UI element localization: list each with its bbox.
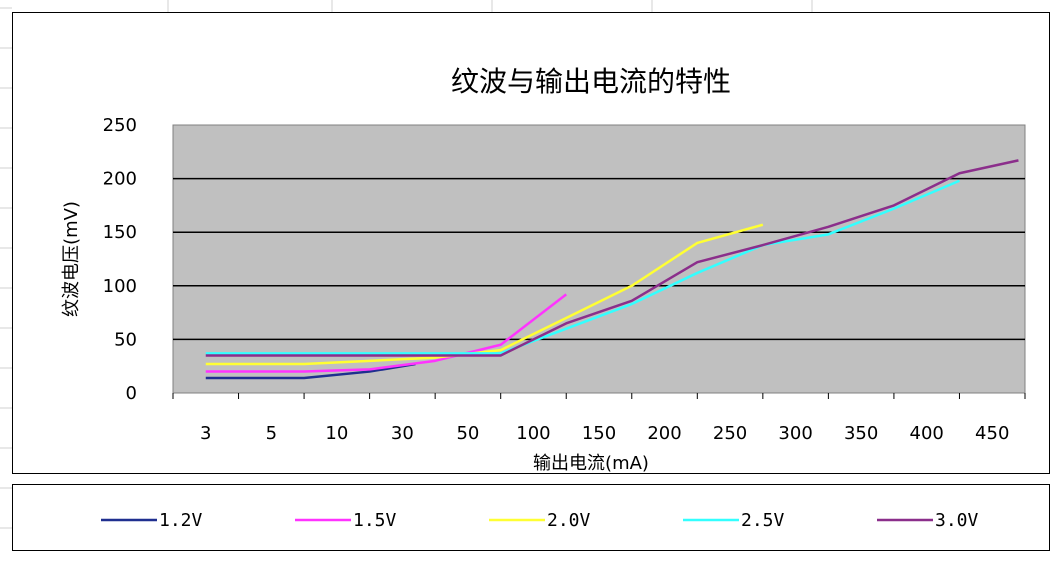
x-axis-tick-labels: 3 5 10 30 50 100 150 200 250 300 350 400 450 [200,423,1009,444]
x-tick-label: 3 [200,423,211,444]
x-tick-label: 200 [647,423,681,444]
x-axis-label: 输出电流(mA) [533,453,649,473]
x-tick-label: 50 [456,423,479,444]
y-tick-label: 150 [103,222,137,243]
legend[interactable]: 1.2V 1.5V 2.0V 2.5V 3.0V [12,484,1050,551]
y-tick-label: 50 [114,329,137,350]
legend-label-1.2V: 1.2V [159,510,203,531]
chart-svg: 纹波与输出电流的特性 0 50 100 150 200 250 3 5 10 30 50 100 15… [13,13,1049,473]
x-tick-label: 400 [910,423,944,444]
x-tick-label: 250 [713,423,747,444]
x-tick-label: 150 [582,423,616,444]
y-tick-label: 100 [103,276,137,297]
x-tick-label: 10 [325,423,348,444]
y-axis-tick-labels: 0 50 100 150 200 250 [103,115,137,404]
x-tick-label: 300 [778,423,812,444]
x-tick-label: 100 [516,423,550,444]
x-tick-label: 30 [391,423,414,444]
legend-svg: 1.2V 1.5V 2.0V 2.5V 3.0V [13,485,1049,550]
y-axis-label: 纹波电压(mV) [61,201,82,317]
chart-title: 纹波与输出电流的特性 [451,65,731,98]
y-tick-label: 0 [126,383,137,404]
x-tick-label: 5 [266,423,277,444]
x-axis-ticks [173,393,1025,399]
y-tick-label: 250 [103,115,137,136]
legend-label-2.5V: 2.5V [741,510,785,531]
y-tick-label: 200 [103,169,137,190]
legend-label-2.0V: 2.0V [547,510,591,531]
chart-area[interactable]: 纹波与输出电流的特性 0 50 100 150 200 250 3 5 10 30 50 100 15… [12,12,1050,474]
x-tick-label: 450 [975,423,1009,444]
x-tick-label: 350 [844,423,878,444]
legend-label-1.5V: 1.5V [353,510,397,531]
legend-label-3.0V: 3.0V [935,510,979,531]
